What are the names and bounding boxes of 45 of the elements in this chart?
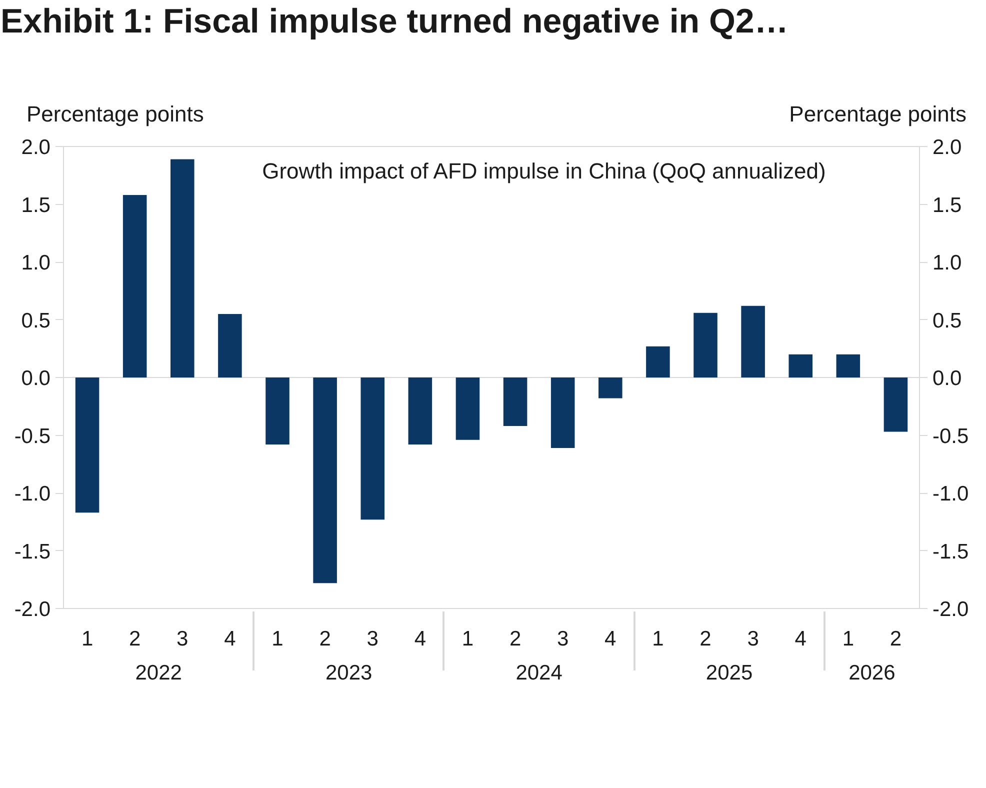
y-tick-label: -1.0 xyxy=(14,482,50,506)
y2-tick-label: 2.0 xyxy=(932,136,962,159)
category-label: 2 xyxy=(890,628,902,650)
category-label: 4 xyxy=(414,628,426,650)
category-label: 2026 xyxy=(848,662,896,684)
category-label: 2 xyxy=(700,628,712,650)
y2-tick-label: -0.5 xyxy=(932,424,969,448)
category-label: 3 xyxy=(176,628,188,650)
y2-tick-label: -1.0 xyxy=(932,482,969,506)
y-tick-label: -2.0 xyxy=(14,598,50,621)
y-tick-label: 2.0 xyxy=(21,136,51,159)
y2-tick-label: 1.5 xyxy=(932,194,962,217)
y-axis-title: Percentage points xyxy=(26,102,204,126)
y-tick-label: -0.5 xyxy=(14,424,50,448)
y2-tick-label: 0.5 xyxy=(932,309,962,332)
category-label: 1 xyxy=(652,628,664,650)
category-label: 2 xyxy=(509,628,522,650)
category-label: 2025 xyxy=(706,662,753,684)
category-label: 2 xyxy=(319,628,331,650)
category-label: 2024 xyxy=(516,662,562,684)
category-label: 3 xyxy=(366,628,378,650)
y-tick-label: 0.0 xyxy=(21,367,51,390)
category-label: 4 xyxy=(224,628,236,650)
y2-tick-label: -2.0 xyxy=(932,598,969,621)
y2-tick-label: -1.5 xyxy=(932,540,969,564)
category-label: 3 xyxy=(556,628,569,650)
y2-tick-label: 1.0 xyxy=(932,252,962,274)
category-label: 2 xyxy=(128,628,141,650)
category-label: 2023 xyxy=(325,662,372,684)
category-label: 2022 xyxy=(135,662,182,684)
category-label: 3 xyxy=(747,628,759,650)
category-label: 1 xyxy=(842,628,854,650)
text: Growth impact of AFD impulse in China (QoQ annualized) xyxy=(262,158,826,184)
y-tick-label: 1.5 xyxy=(21,194,51,217)
y2-axis-title: Percentage points xyxy=(789,102,966,126)
y-tick-label: 0.5 xyxy=(21,309,51,332)
category-label: 1 xyxy=(272,628,284,650)
y-tick-label: 1.0 xyxy=(21,252,51,274)
y2-tick-label: 0.0 xyxy=(932,367,962,390)
y-tick-label: -1.5 xyxy=(14,540,50,564)
category-label: 4 xyxy=(794,628,806,650)
chart-title: Exhibit 1: Fiscal impulse turned negative in Q2… xyxy=(0,2,788,40)
category-label: 4 xyxy=(604,628,616,650)
category-label: 1 xyxy=(81,628,94,650)
category-label: 1 xyxy=(462,628,474,650)
